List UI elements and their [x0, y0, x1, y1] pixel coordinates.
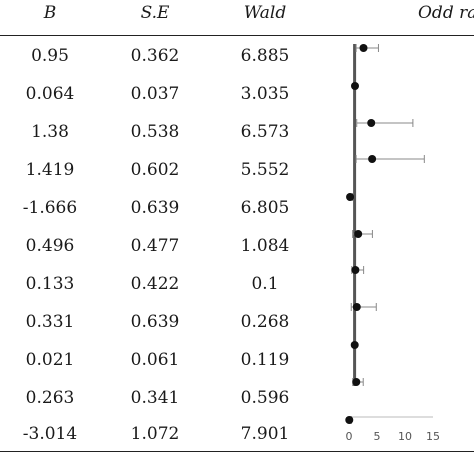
table-cell-wald: 7.901 — [240, 424, 290, 444]
table-cell-b: 1.419 — [25, 160, 75, 180]
table-cell-b: 0.021 — [25, 350, 75, 370]
table-cell-b: 0.95 — [31, 46, 69, 66]
data-point — [345, 416, 354, 424]
header-odds-ratio: Odd ra — [418, 3, 474, 23]
table-top-rule — [0, 35, 474, 36]
data-point — [351, 266, 360, 274]
table-cell-wald: 5.552 — [240, 160, 290, 180]
data-point — [367, 119, 376, 127]
table-cell-wald: 6.885 — [240, 46, 290, 66]
header-b: B — [43, 3, 57, 23]
table-cell-b: 0.331 — [25, 312, 75, 332]
table-cell-se: 0.341 — [130, 388, 180, 408]
table-cell-b: 0.496 — [25, 236, 75, 256]
table-cell-se: 0.639 — [130, 312, 180, 332]
table-cell-se: 0.422 — [130, 274, 180, 294]
table-cell-se: 0.602 — [130, 160, 180, 180]
table-cell-wald: 0.1 — [251, 274, 279, 294]
table-cell-wald: 6.573 — [240, 122, 290, 142]
table-cell-wald: 0.119 — [240, 350, 290, 370]
table-bottom-rule — [0, 451, 474, 452]
table-cell-b: -1.666 — [22, 198, 78, 218]
table-cell-b: 0.064 — [25, 84, 75, 104]
x-tick-label: 0 — [346, 430, 353, 443]
data-point — [350, 341, 359, 349]
table-cell-se: 1.072 — [130, 424, 180, 444]
table-cell-se: 0.538 — [130, 122, 180, 142]
table-cell-se: 0.362 — [130, 46, 180, 66]
data-point — [350, 82, 359, 90]
x-tick-label: 15 — [426, 430, 440, 443]
data-point — [354, 230, 363, 238]
table-cell-se: 0.477 — [130, 236, 180, 256]
table-cell-se: 0.037 — [130, 84, 180, 104]
table-cell-se: 0.061 — [130, 350, 180, 370]
table-cell-b: 1.38 — [31, 122, 69, 142]
data-point — [368, 155, 377, 163]
table-cell-b: -3.014 — [22, 424, 78, 444]
table-cell-b: 0.263 — [25, 388, 75, 408]
table-cell-wald: 0.268 — [240, 312, 290, 332]
header-wald: Wald — [243, 3, 287, 23]
table-cell-wald: 3.035 — [240, 84, 290, 104]
x-tick-label: 5 — [374, 430, 381, 443]
header-se: S.E — [140, 3, 170, 23]
table-cell-b: 0.133 — [25, 274, 75, 294]
data-point — [352, 303, 361, 311]
table-cell-wald: 1.084 — [240, 236, 290, 256]
table-cell-wald: 0.596 — [240, 388, 290, 408]
table-cell-wald: 6.805 — [240, 198, 290, 218]
data-point — [352, 378, 361, 386]
data-point — [359, 44, 368, 52]
data-point — [346, 193, 355, 201]
table-cell-se: 0.639 — [130, 198, 180, 218]
x-tick-label: 10 — [398, 430, 412, 443]
